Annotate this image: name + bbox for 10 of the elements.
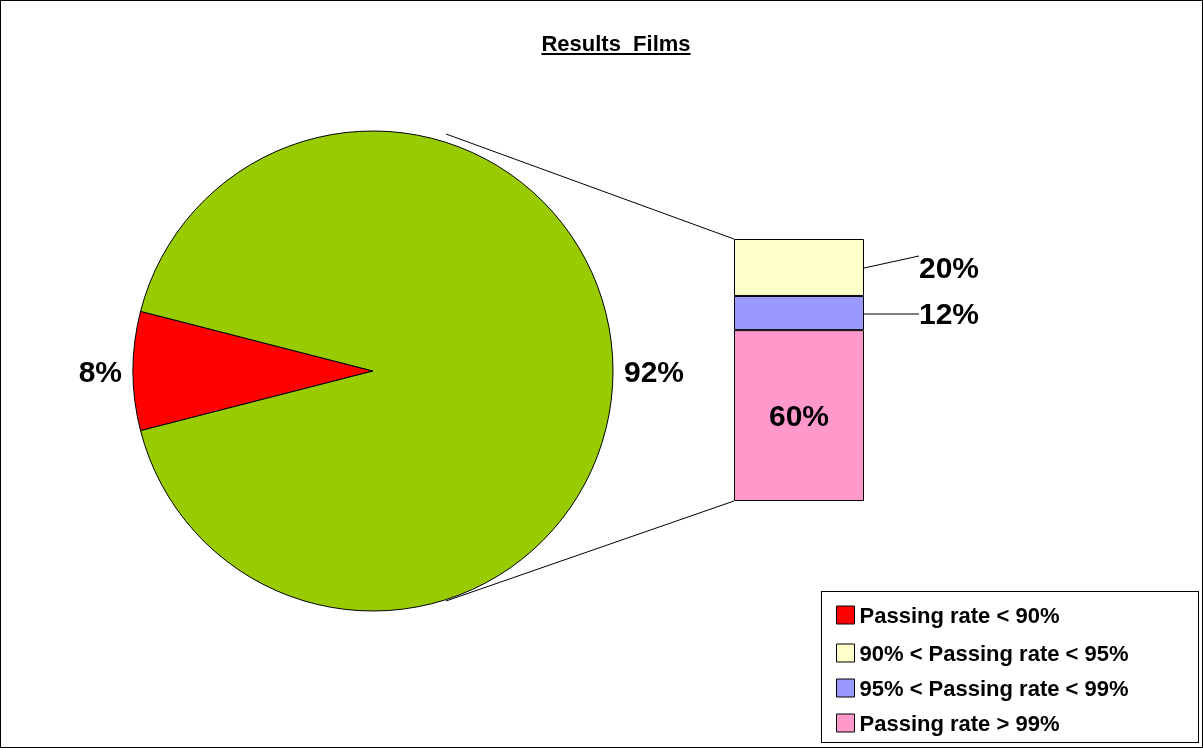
legend-label: Passing rate > 99% xyxy=(859,710,1060,736)
chart-title: Results Films xyxy=(540,31,692,57)
legend-label: 95% < Passing rate < 99% xyxy=(859,675,1129,701)
data-label: 12% xyxy=(919,296,980,330)
data-label: 20% xyxy=(919,250,980,284)
legend-label: Passing rate < 90% xyxy=(859,602,1060,628)
data-label: 60% xyxy=(768,399,830,433)
data-label: 92% xyxy=(624,354,685,388)
data-label: 8% xyxy=(78,354,122,388)
legend-label: 90% < Passing rate < 95% xyxy=(859,640,1129,666)
